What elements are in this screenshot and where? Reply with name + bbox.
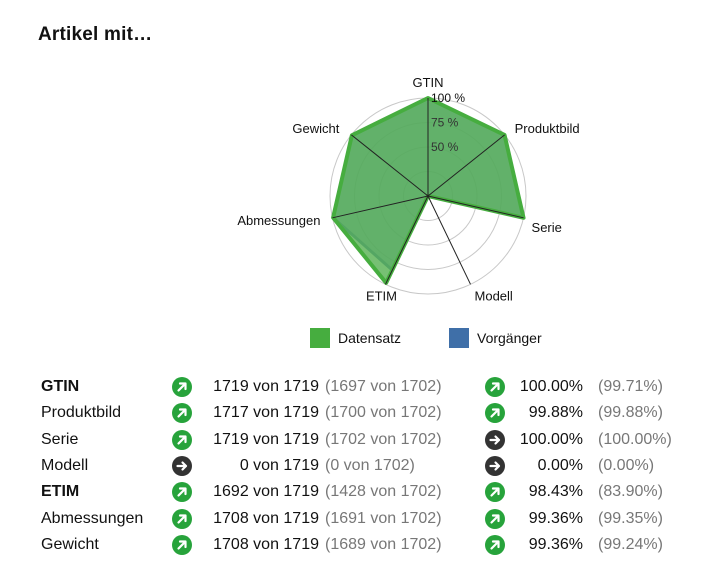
page-title: Artikel mit… bbox=[38, 24, 153, 45]
arrow-right-icon bbox=[172, 455, 192, 476]
legend-swatch-vorgaenger bbox=[449, 328, 469, 348]
axis-spoke bbox=[427, 134, 505, 197]
row-label: Modell bbox=[41, 456, 89, 474]
arrow-up-right-icon bbox=[485, 377, 505, 397]
row-previous-percent: (0.00%) bbox=[598, 456, 655, 474]
row-previous-percent: (99.71%) bbox=[598, 378, 663, 395]
row-count: 1692 von 1719 bbox=[213, 483, 319, 501]
tick-label: 100 % bbox=[431, 91, 465, 105]
arrow-up-right-icon bbox=[485, 403, 505, 424]
row-label: Serie bbox=[41, 430, 79, 448]
row-count: 1719 von 1719 bbox=[213, 430, 319, 448]
legend-swatch-datensatz bbox=[310, 328, 330, 348]
axis-spoke bbox=[351, 134, 429, 197]
axis-spoke bbox=[385, 195, 429, 285]
axis-spoke bbox=[427, 195, 524, 219]
row-previous-count: (1691 von 1702) bbox=[325, 509, 442, 527]
table-row: Abmessungen 1708 von 1719 (1691 von 1702) 9… bbox=[0, 506, 726, 532]
axis-label: Produktbild bbox=[515, 121, 580, 136]
row-label: Abmessungen bbox=[41, 509, 144, 527]
row-previous-count: (1697 von 1702) bbox=[325, 378, 442, 395]
row-previous-count: (1700 von 1702) bbox=[325, 404, 442, 422]
row-previous-percent: (99.88%) bbox=[598, 404, 663, 422]
arrow-up-right-icon bbox=[172, 429, 192, 450]
axis-label: Abmessungen bbox=[237, 213, 320, 228]
axis-label: ETIM bbox=[366, 288, 397, 303]
row-percent: 99.36% bbox=[528, 535, 583, 553]
radar-chart: 50 % 75 % 100 %GTIN Produktbild Serie Modell E… bbox=[237, 75, 580, 303]
arrow-up-right-icon bbox=[485, 482, 505, 503]
row-count: 1719 von 1719 bbox=[213, 378, 319, 395]
row-percent: 100.00% bbox=[519, 430, 583, 448]
table-row: Modell 0 von 1719 (0 von 1702) 0.00% (0.00%) bbox=[0, 453, 726, 479]
row-previous-percent: (100.00%) bbox=[598, 430, 672, 448]
row-label: Gewicht bbox=[41, 535, 99, 553]
arrow-up-right-icon bbox=[172, 534, 192, 555]
row-previous-percent: (99.24%) bbox=[598, 535, 663, 553]
row-percent: 0.00% bbox=[537, 456, 583, 474]
row-previous-count: (1689 von 1702) bbox=[325, 535, 442, 553]
arrow-up-right-icon bbox=[172, 508, 192, 529]
row-count: 1717 von 1719 bbox=[213, 404, 319, 422]
axis-label: GTIN bbox=[412, 75, 443, 90]
row-label: Produktbild bbox=[41, 404, 122, 422]
legend-item-vorgaenger: Vorgänger bbox=[449, 328, 542, 348]
row-previous-percent: (99.35%) bbox=[598, 509, 663, 527]
arrow-up-right-icon bbox=[172, 403, 192, 424]
row-label: ETIM bbox=[41, 483, 80, 501]
row-previous-count: (0 von 1702) bbox=[325, 456, 415, 474]
row-count: 1708 von 1719 bbox=[213, 509, 319, 527]
row-percent: 98.43% bbox=[528, 483, 583, 501]
axis-label: Serie bbox=[532, 220, 562, 235]
row-previous-percent: (83.90%) bbox=[598, 483, 663, 501]
table-row: Serie 1719 von 1719 (1702 von 1702) 100.00%… bbox=[0, 427, 726, 453]
row-label: GTIN bbox=[41, 378, 80, 395]
row-count: 0 von 1719 bbox=[239, 456, 319, 474]
axis-spoke bbox=[332, 195, 429, 219]
legend-label-vorgaenger: Vorgänger bbox=[477, 330, 542, 346]
row-percent: 99.36% bbox=[528, 509, 583, 527]
arrow-up-right-icon bbox=[172, 482, 192, 503]
axis-label: Gewicht bbox=[292, 121, 339, 136]
arrow-up-right-icon bbox=[485, 534, 505, 555]
row-previous-count: (1428 von 1702) bbox=[325, 483, 442, 501]
tick-label: 50 % bbox=[431, 140, 459, 154]
table-row: GTIN 1719 von 1719 (1697 von 1702) 100.00% (… bbox=[0, 374, 726, 400]
arrow-right-icon bbox=[485, 455, 505, 476]
table-row: ETIM 1692 von 1719 (1428 von 1702) 98.43% (8… bbox=[0, 479, 726, 505]
row-percent: 100.00% bbox=[519, 378, 583, 395]
row-previous-count: (1702 von 1702) bbox=[325, 430, 442, 448]
row-percent: 99.88% bbox=[528, 404, 583, 422]
legend-label-datensatz: Datensatz bbox=[338, 330, 402, 346]
axis-label: Modell bbox=[475, 288, 513, 303]
arrow-up-right-icon bbox=[485, 508, 505, 529]
axis-spoke bbox=[427, 195, 471, 285]
table-row: Gewicht 1708 von 1719 (1689 von 1702) 99.36… bbox=[0, 532, 726, 558]
legend-item-datensatz: Datensatz bbox=[310, 328, 401, 348]
table-row: Produktbild 1717 von 1719 (1700 von 1702) 9… bbox=[0, 400, 726, 426]
arrow-right-icon bbox=[485, 429, 505, 450]
tick-label: 75 % bbox=[431, 116, 459, 130]
arrow-up-right-icon bbox=[172, 377, 192, 397]
row-count: 1708 von 1719 bbox=[213, 535, 319, 553]
